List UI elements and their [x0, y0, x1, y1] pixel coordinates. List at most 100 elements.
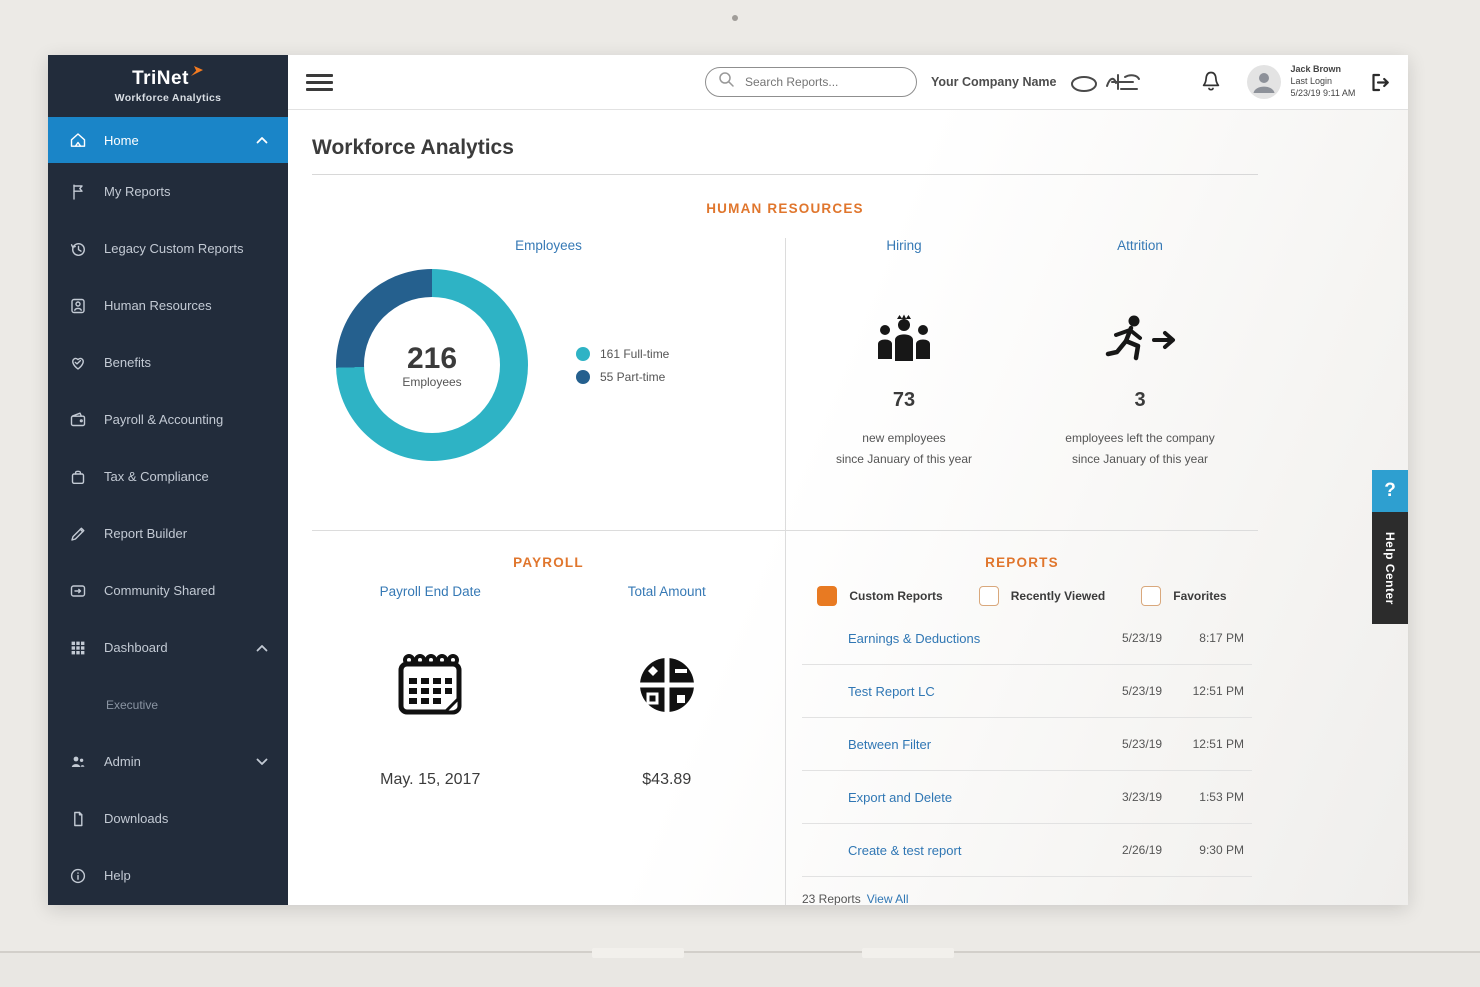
payroll-end-date-value: May. 15, 2017 — [380, 771, 481, 788]
reports-footer: 23 Reports View All — [802, 892, 1258, 905]
report-row[interactable]: Earnings & Deductions 5/23/19 8:17 PM — [802, 612, 1252, 665]
employees-title: Employees — [515, 238, 582, 253]
payroll-end-date-title: Payroll End Date — [379, 584, 481, 599]
sidebar-item-human-resources[interactable]: Human Resources — [48, 277, 288, 334]
fulltime-label: 161 Full-time — [600, 346, 670, 361]
user-name: Jack Brown — [1290, 64, 1342, 75]
sidebar-item-legacy-custom-reports[interactable]: Legacy Custom Reports — [48, 220, 288, 277]
brand-subtitle: Workforce Analytics — [114, 92, 222, 104]
attrition-panel: Attrition — [1022, 238, 1258, 530]
reports-count: 23 Reports — [802, 892, 861, 905]
sidebar-item-community-shared[interactable]: Community Shared — [48, 562, 288, 619]
chevron-up-icon — [256, 644, 268, 652]
human-resources-section: Employees 216 Employees — [312, 238, 1258, 530]
sidebar-item-label: Payroll & Accounting — [104, 412, 224, 427]
sidebar-item-label: Downloads — [104, 811, 169, 826]
brand-logo: TriNet Workforce Analytics — [48, 55, 288, 117]
filter-favorites[interactable]: Favorites — [1141, 586, 1227, 606]
search-icon — [718, 71, 735, 93]
help-center-tab[interactable]: ? Help Center — [1372, 470, 1408, 624]
sidebar-item-label: Legacy Custom Reports — [104, 241, 244, 256]
search-input[interactable] — [743, 74, 904, 90]
reports-table: Earnings & Deductions 5/23/19 8:17 PM Te… — [786, 612, 1258, 905]
donut-legend: 161 Full-time 55 Part-time — [576, 346, 670, 384]
sidebar-item-tax-compliance[interactable]: Tax & Compliance — [48, 448, 288, 505]
reports-section: REPORTS Custom Reports Recently Viewed — [785, 531, 1258, 905]
wallet-icon — [68, 410, 88, 430]
menu-icon[interactable] — [306, 73, 333, 91]
sidebar-item-label: Report Builder — [104, 526, 188, 541]
legend-item-fulltime: 161 Full-time — [576, 346, 670, 361]
last-login-label: Last Login — [1290, 76, 1333, 87]
sidebar-item-downloads[interactable]: Downloads — [48, 790, 288, 847]
employees-total-label: Employees — [402, 374, 462, 389]
file-icon — [68, 809, 88, 829]
pencil-icon — [68, 524, 88, 544]
checkbox-unchecked-icon[interactable] — [1141, 586, 1162, 606]
sidebar-item-home[interactable]: Home — [48, 117, 288, 163]
brand-arrow-icon — [190, 64, 204, 82]
hiring-value: 73 — [892, 389, 916, 411]
payroll-end-date-panel: Payroll End Date — [312, 584, 549, 789]
parttime-dot — [576, 369, 590, 384]
sidebar-item-label: Benefits — [104, 355, 151, 370]
parttime-label: 55 Part-time — [600, 369, 666, 384]
sidebar-item-report-builder[interactable]: Report Builder — [48, 505, 288, 562]
chevron-up-icon — [256, 136, 268, 144]
flag-icon — [68, 182, 88, 202]
sidebar-item-label: My Reports — [104, 184, 171, 199]
payroll-heading: PAYROLL — [513, 555, 584, 570]
report-link[interactable]: Create & test report — [848, 842, 962, 858]
grid-icon — [68, 638, 88, 658]
user-info: Jack Brown Last Login 5/23/19 9:11 AM — [1291, 64, 1356, 99]
help-center-label[interactable]: Help Center — [1372, 512, 1408, 624]
search-box[interactable] — [705, 67, 917, 97]
report-row[interactable]: Test Report LC 5/23/19 12:51 PM — [802, 665, 1252, 718]
history-icon — [68, 239, 88, 259]
attrition-value: 3 — [1134, 389, 1146, 411]
employees-panel: Employees 216 Employees — [312, 238, 785, 530]
checkbox-checked-icon[interactable] — [817, 586, 838, 606]
attrition-runner-icon — [1098, 271, 1182, 367]
view-all-link[interactable]: View All — [866, 892, 909, 905]
user-avatar[interactable] — [1246, 65, 1281, 99]
sidebar-item-label: Community Shared — [104, 583, 216, 598]
help-question-icon[interactable]: ? — [1372, 470, 1408, 512]
employees-total: 216 — [406, 341, 458, 375]
report-link[interactable]: Export and Delete — [848, 789, 953, 805]
report-link[interactable]: Between Filter — [848, 736, 932, 752]
report-row[interactable]: Create & test report 2/26/19 9:30 PM — [802, 824, 1252, 877]
legend-item-parttime: 55 Part-time — [576, 369, 669, 384]
sidebar-item-dashboard[interactable]: Dashboard — [48, 619, 288, 676]
hiring-panel: Hiring — [786, 238, 1022, 530]
sidebar-item-admin[interactable]: Admin — [48, 733, 288, 790]
report-row[interactable]: Between Filter 5/23/19 12:51 PM — [802, 718, 1252, 771]
filter-custom-reports[interactable]: Custom Reports — [817, 586, 943, 606]
page-title: Workforce Analytics — [312, 136, 514, 159]
notifications-bell-icon[interactable] — [1199, 69, 1223, 95]
laptop-notch — [862, 948, 954, 958]
sidebar-item-benefits[interactable]: Benefits — [48, 334, 288, 391]
share-card-icon — [68, 581, 88, 601]
report-link[interactable]: Test Report LC — [848, 683, 935, 699]
home-icon — [68, 130, 88, 150]
report-row[interactable]: Export and Delete 3/23/19 1:53 PM — [802, 771, 1252, 824]
payroll-total-title: Total Amount — [627, 584, 706, 599]
human-resources-heading: HUMAN RESOURCES — [706, 201, 864, 216]
company-logo-icon — [1069, 68, 1165, 96]
sidebar-item-label: Admin — [104, 754, 141, 769]
filter-recently-viewed[interactable]: Recently Viewed — [978, 586, 1105, 606]
report-link[interactable]: Earnings & Deductions — [848, 630, 981, 646]
payroll-section: PAYROLL Payroll End Date — [312, 531, 785, 905]
sidebar-item-payroll-accounting[interactable]: Payroll & Accounting — [48, 391, 288, 448]
sidebar: TriNet Workforce Analytics Home — [48, 55, 288, 905]
employees-donut: 216 Employees — [336, 269, 528, 461]
logout-icon[interactable] — [1369, 71, 1392, 94]
sidebar-item-help[interactable]: Help — [48, 847, 288, 904]
sidebar-item-executive[interactable]: Executive — [48, 676, 288, 733]
calculator-icon — [636, 625, 698, 745]
app-window: TriNet Workforce Analytics Home — [48, 55, 1408, 905]
checkbox-unchecked-icon[interactable] — [978, 586, 999, 606]
sidebar-item-my-reports[interactable]: My Reports — [48, 163, 288, 220]
